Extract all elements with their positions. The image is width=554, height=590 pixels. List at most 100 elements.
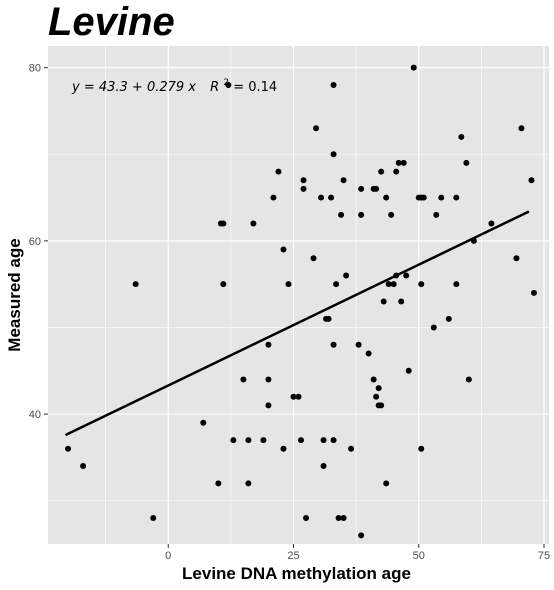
data-point: [230, 437, 237, 444]
data-point: [303, 515, 310, 522]
data-points: [65, 64, 537, 539]
data-point: [358, 185, 365, 192]
data-point: [518, 125, 525, 132]
data-point: [335, 515, 342, 522]
data-point: [250, 220, 257, 227]
data-point: [383, 480, 390, 487]
data-point: [298, 437, 305, 444]
data-point: [265, 376, 272, 383]
data-point: [488, 220, 495, 227]
data-point: [343, 272, 350, 279]
regression-equation: y = 43.3 + 0.279 x R 2 = 0.14: [71, 74, 277, 95]
data-point: [513, 255, 520, 262]
data-point: [65, 445, 72, 452]
x-tick-label: 0: [165, 550, 171, 562]
data-point: [528, 177, 535, 184]
data-point: [275, 168, 282, 175]
data-point: [240, 376, 247, 383]
data-point: [388, 211, 395, 218]
x-tick-label: 25: [287, 550, 299, 562]
data-point: [430, 324, 437, 331]
data-point: [325, 315, 332, 322]
y-axis: 40 60 80: [29, 63, 48, 421]
y-tick-label: 60: [29, 236, 41, 248]
data-point: [330, 437, 337, 444]
data-point: [418, 445, 425, 452]
data-point: [290, 393, 297, 400]
data-point: [398, 298, 405, 305]
data-point: [80, 463, 87, 470]
x-tick-label: 75: [538, 550, 550, 562]
data-point: [270, 194, 277, 201]
data-point: [280, 445, 287, 452]
y-axis-title: Measured age: [5, 238, 24, 351]
data-point: [220, 220, 227, 227]
plot-panel: [48, 46, 549, 544]
r2-value: = 0.14: [233, 80, 277, 95]
data-point: [380, 298, 387, 305]
data-point: [410, 64, 417, 71]
r2-label: R: [210, 80, 219, 95]
data-point: [375, 385, 382, 392]
data-point: [295, 393, 302, 400]
data-point: [378, 402, 385, 409]
data-point: [403, 272, 410, 279]
data-point: [320, 463, 327, 470]
data-point: [358, 211, 365, 218]
data-point: [458, 133, 465, 140]
data-point: [328, 194, 335, 201]
data-point: [433, 211, 440, 218]
data-point: [313, 125, 320, 132]
data-point: [220, 281, 227, 288]
data-point: [393, 168, 400, 175]
data-point: [453, 281, 460, 288]
data-point: [265, 402, 272, 409]
data-point: [445, 315, 452, 322]
data-point: [215, 480, 222, 487]
data-point: [373, 393, 380, 400]
data-point: [463, 159, 470, 166]
data-point: [358, 532, 365, 539]
data-point: [320, 437, 327, 444]
data-point: [245, 480, 252, 487]
data-point: [132, 281, 139, 288]
data-point: [338, 211, 345, 218]
data-point: [348, 445, 355, 452]
data-point: [530, 289, 537, 296]
data-point: [330, 341, 337, 348]
data-point: [333, 281, 340, 288]
y-tick-label: 80: [29, 63, 41, 75]
data-point: [370, 376, 377, 383]
data-point: [373, 185, 380, 192]
chart-title: Levine: [48, 0, 175, 44]
data-point: [318, 194, 325, 201]
data-point: [418, 281, 425, 288]
data-point: [453, 194, 460, 201]
data-point: [378, 168, 385, 175]
major-gridlines: [48, 46, 549, 544]
data-point: [245, 437, 252, 444]
x-axis: 0 25 50 75: [165, 544, 550, 562]
data-point: [280, 246, 287, 253]
data-point: [395, 159, 402, 166]
data-point: [385, 281, 392, 288]
data-point: [300, 185, 307, 192]
data-point: [365, 350, 372, 357]
x-tick-label: 50: [413, 550, 425, 562]
data-point: [355, 341, 362, 348]
data-point: [405, 367, 412, 374]
data-point: [285, 281, 292, 288]
data-point: [383, 194, 390, 201]
data-point: [390, 281, 397, 288]
data-point: [265, 341, 272, 348]
data-point: [260, 437, 267, 444]
y-tick-label: 40: [29, 409, 41, 421]
data-point: [340, 515, 347, 522]
data-point: [340, 177, 347, 184]
data-point: [330, 81, 337, 88]
r2-superscript: 2: [223, 78, 229, 88]
data-point: [310, 255, 317, 262]
data-point: [150, 515, 157, 522]
data-point: [225, 81, 232, 88]
